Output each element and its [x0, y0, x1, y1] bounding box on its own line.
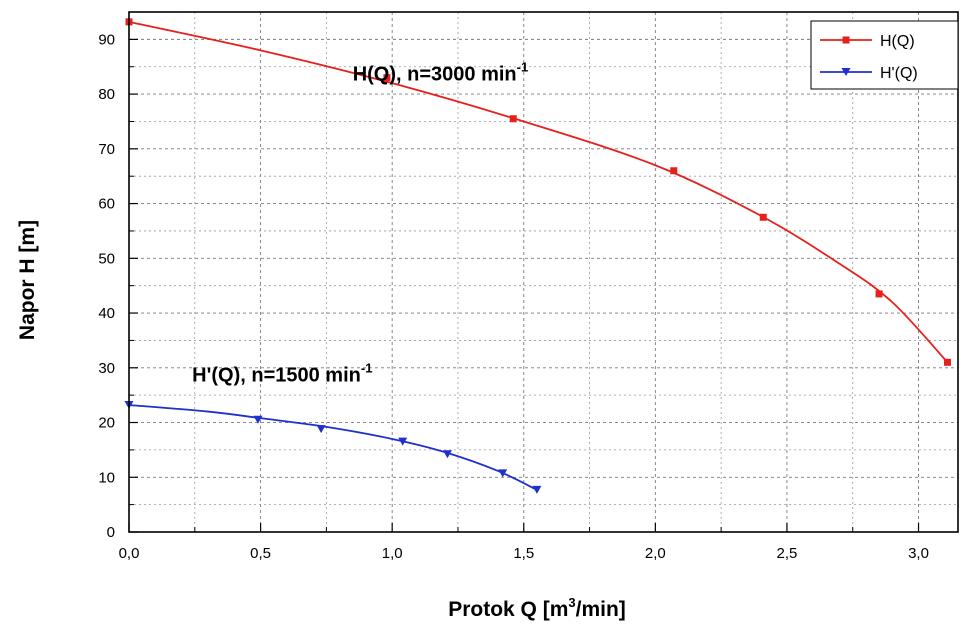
y-tick-label: 10 — [98, 469, 115, 486]
x-tick-label: 0,0 — [119, 545, 140, 562]
y-tick-label: 90 — [98, 31, 115, 48]
series-curves — [128, 20, 949, 491]
axis-ticks — [128, 38, 920, 533]
x-axis-title: Protok Q [m3/min] — [448, 595, 626, 621]
y-tick-label: 20 — [98, 415, 115, 432]
data-point-h-prime — [532, 485, 542, 494]
series-line-h-prime — [128, 404, 538, 491]
y-axis-title: Napor H [m] — [16, 220, 39, 340]
series-line-h — [128, 20, 949, 363]
legend: H(Q) H'(Q) — [810, 20, 959, 90]
tick-labels: 0,0 0,5 1,0 1,5 2,0 2,5 3,0 0 10 20 30 40 50 60 70 80 90 — [98, 31, 929, 562]
plot-frame — [128, 11, 959, 533]
data-point-h — [875, 290, 883, 298]
data-point-h — [509, 115, 517, 123]
y-tick-label: 30 — [98, 360, 115, 377]
data-point-h — [670, 167, 678, 175]
annotation-h-1500: H'(Q), n=1500 min-1 — [192, 360, 372, 386]
data-point-h-prime — [253, 415, 263, 424]
data-point-h-prime — [498, 469, 508, 478]
y-tick-label: 0 — [107, 524, 115, 541]
legend-box — [810, 20, 959, 90]
y-tick-label: 80 — [98, 86, 115, 103]
data-point-h — [759, 213, 767, 221]
legend-label-h: H(Q) — [880, 33, 915, 50]
legend-marker-h-prime — [841, 68, 851, 76]
data-point-h-prime — [398, 437, 408, 446]
y-tick-label: 60 — [98, 196, 115, 213]
y-tick-label: 40 — [98, 305, 115, 322]
data-point-h — [943, 358, 951, 366]
x-tick-label: 2,5 — [777, 545, 798, 562]
x-tick-label: 0,5 — [250, 545, 271, 562]
x-tick-label: 1,5 — [513, 545, 534, 562]
data-point-h — [383, 74, 391, 82]
data-point-h-prime — [316, 425, 326, 434]
x-tick-label: 2,0 — [645, 545, 666, 562]
legend-label-h-prime: H'(Q) — [880, 65, 918, 82]
x-tick-label: 3,0 — [908, 545, 929, 562]
grid — [129, 12, 958, 532]
y-tick-label: 50 — [98, 250, 115, 267]
annotation-h-3000: H(Q), n=3000 min-1 — [353, 59, 529, 85]
data-point-h-prime — [442, 450, 452, 459]
x-tick-label: 1,0 — [382, 545, 403, 562]
y-tick-label: 70 — [98, 141, 115, 158]
legend-marker-h — [842, 36, 850, 44]
